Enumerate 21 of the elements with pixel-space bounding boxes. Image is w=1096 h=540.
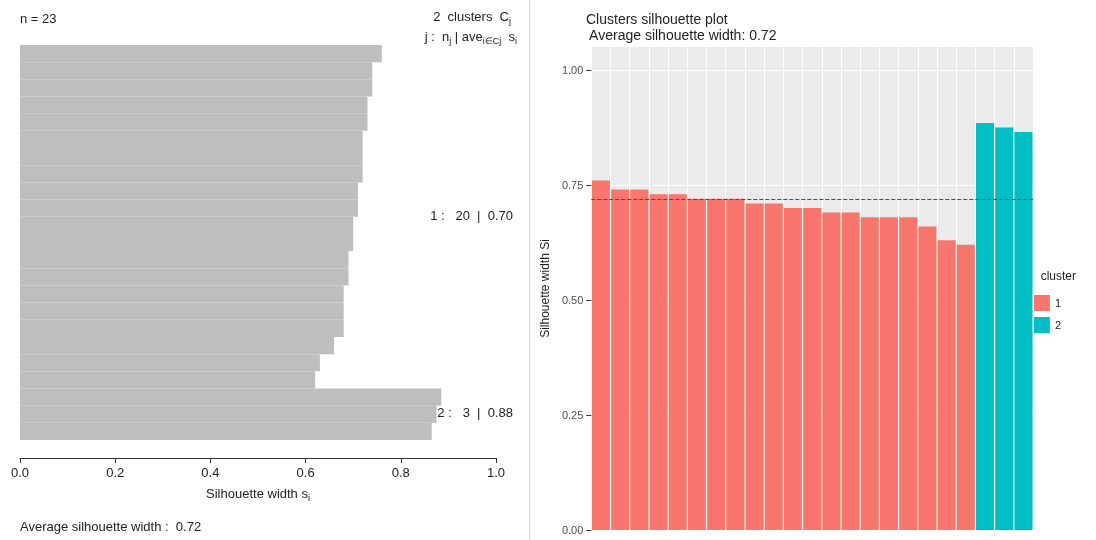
y-tick-label: 0.50	[561, 294, 584, 306]
chart-title: n = 23	[20, 11, 57, 26]
legend-label: 1	[1054, 297, 1062, 309]
chart-title: Clusters silhouette plot	[586, 11, 728, 27]
y-tick-label: 0.25	[561, 409, 584, 421]
text: Average silhouette width : 0.72	[20, 519, 202, 534]
x-tick-label: 0.8	[391, 465, 410, 480]
legend-title: cluster	[1040, 269, 1076, 283]
x-tick-label: 0.4	[201, 465, 220, 480]
x-tick-label: 0.0	[10, 465, 30, 480]
y-tick-label: 1.00	[561, 64, 584, 76]
y-tick-label: 0.75	[561, 179, 584, 191]
x-tick-label: 0.6	[296, 465, 315, 480]
x-tick-label: 1.0	[486, 465, 506, 480]
legend-label: 2	[1054, 319, 1062, 331]
x-tick-label: 0.2	[106, 465, 125, 480]
y-tick-label: 0.00	[561, 524, 584, 536]
annotation: 1 : 20 | 0.70	[430, 207, 513, 223]
annotation: 2 : 3 | 0.88	[437, 405, 514, 421]
chart-subtitle: Average silhouette width: 0.72	[586, 27, 777, 43]
y-axis-title: Silhouette width Si	[538, 239, 552, 338]
